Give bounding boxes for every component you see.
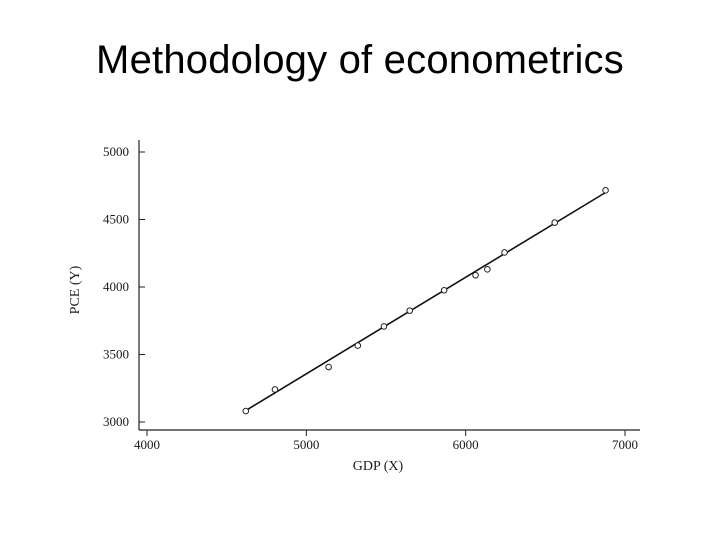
y-tick-label: 3500 (103, 347, 129, 362)
y-tick-label: 4000 (103, 279, 129, 294)
data-point (472, 271, 479, 279)
data-point (501, 249, 508, 256)
data-point (354, 342, 362, 349)
data-points (242, 187, 609, 415)
x-axis-label: GDP (X) (353, 459, 404, 474)
data-point (551, 219, 559, 226)
data-point (271, 386, 279, 393)
data-point (602, 187, 609, 194)
y-tick-label: 3000 (103, 414, 129, 429)
y-axis-ticks: 3000 3500 4000 4500 5000 (103, 144, 145, 429)
data-point (242, 407, 250, 415)
x-axis-ticks: 4000 5000 6000 7000 (134, 430, 638, 452)
regression-line-group (245, 191, 606, 412)
y-tick-label: 5000 (103, 144, 129, 159)
data-point (325, 363, 332, 371)
data-point (484, 266, 491, 273)
data-point (406, 307, 414, 314)
x-tick-label: 6000 (453, 437, 479, 452)
data-point (440, 286, 448, 294)
x-tick-label: 4000 (134, 437, 160, 452)
x-tick-label: 7000 (612, 437, 638, 452)
data-point (380, 323, 388, 330)
slide-title: Methodology of econometrics (96, 38, 624, 82)
y-tick-label: 4500 (103, 212, 129, 227)
x-tick-label: 5000 (293, 437, 319, 452)
y-axis-label: PCE (Y) (68, 265, 83, 314)
chart-axes (138, 140, 640, 431)
regression-line (245, 191, 606, 412)
